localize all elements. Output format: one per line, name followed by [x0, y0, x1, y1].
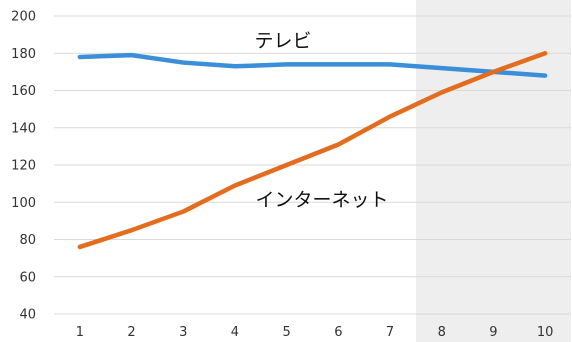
x-tick-label: 8: [438, 325, 446, 340]
x-tick-label: 1: [76, 325, 84, 340]
x-tick-label: 4: [231, 325, 239, 340]
y-tick-label: 40: [19, 308, 36, 323]
x-tick-label: 2: [127, 325, 135, 340]
shaded-forecast-region: [416, 0, 571, 342]
x-tick-label: 6: [334, 325, 342, 340]
series-label-tv: テレビ: [254, 30, 311, 52]
series-label-internet: インターネット: [255, 189, 388, 211]
y-tick-label: 180: [11, 47, 36, 62]
y-tick-label: 80: [19, 233, 36, 248]
x-tick-label: 7: [386, 325, 394, 340]
y-tick-label: 100: [11, 196, 36, 211]
x-tick-label: 5: [283, 325, 291, 340]
y-tick-label: 140: [11, 121, 36, 136]
x-tick-label: 3: [179, 325, 187, 340]
x-tick-label: 9: [489, 325, 497, 340]
y-tick-label: 160: [11, 84, 36, 99]
y-tick-label: 60: [19, 270, 36, 285]
y-tick-label: 200: [11, 10, 36, 25]
y-tick-label: 120: [11, 159, 36, 174]
y-axis-tick-labels: 40 60 80 100 120 140 160 180 200: [11, 10, 36, 323]
shaded-region-layer: [416, 0, 571, 342]
x-tick-label: 10: [537, 325, 554, 340]
